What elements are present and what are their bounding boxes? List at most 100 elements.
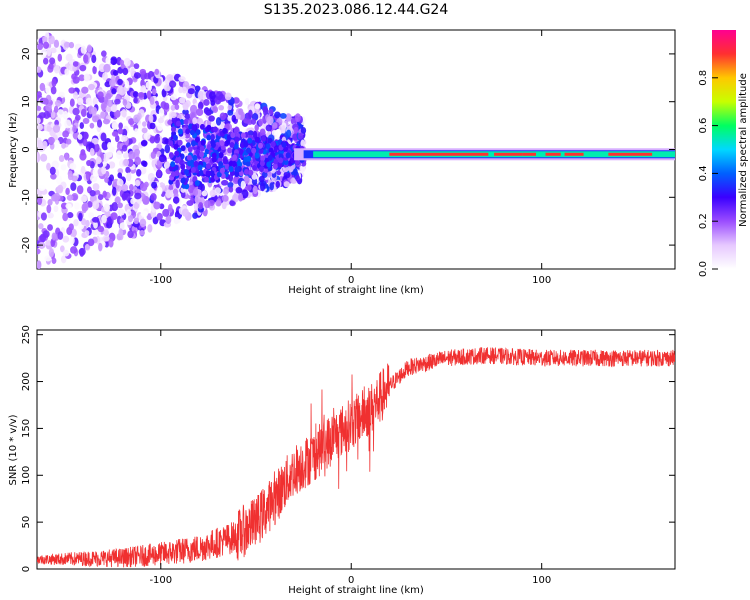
spectrogram-cell [154,134,161,144]
spectrogram-cell [88,83,95,91]
spectrogram-cell [260,182,266,192]
spectrogram-cell [251,147,257,154]
spectrogram-cell [50,111,56,119]
spectrogram-cell [248,169,254,176]
spectrogram-cell [139,68,146,75]
spectrogram-cell [170,111,177,119]
chart-title: S135.2023.086.12.44.G24 [264,2,449,18]
spectrogram-cell [224,163,230,170]
spectrogram-cell [93,143,100,153]
spectrogram-cell [149,136,156,144]
spectrogram-cell [101,214,107,224]
spectrogram-cell [62,110,69,120]
spectrogram-cell [252,164,258,171]
spectrogram-cell [118,228,124,237]
spectrogram-cell [237,161,243,168]
spectrogram-cell [105,56,111,65]
spectrogram-cell [126,172,132,182]
colorbar-tick-label: 0.8 [698,70,709,86]
spectrogram-cell [149,122,156,130]
spectrogram-cell [38,112,46,119]
spectrogram-cell [247,130,254,136]
spectrogram-cell [269,182,274,191]
spectrogram-cell [200,183,205,192]
spectrogram-cell [189,129,195,136]
spectrogram-cell [166,74,174,81]
spectrogram-cell [103,230,110,237]
spectrogram-cell [212,126,218,133]
spectrogram-cell [109,174,115,182]
x-tick-label: 0 [348,275,354,286]
spectrogram-cell [136,168,142,177]
spectrogram-cell [158,154,167,163]
spectrogram-cell [258,118,264,127]
spectrogram-cell [108,227,115,235]
spectrogram-cell [69,236,75,245]
colorbar-tick-label: 0.6 [698,118,709,134]
spectrogram-cell [108,238,114,248]
spectrogram-cell [54,99,62,107]
spectrogram-cell [68,87,76,94]
spectrogram-cell [46,47,52,57]
spectrogram-cell [67,173,74,181]
spectrogram-cell [145,81,152,89]
spectrogram-cell [286,129,292,138]
spectrogram-cell [164,161,170,169]
spectrogram-cell [76,185,84,195]
spectrogram-cell [114,98,121,105]
spectrogram-cell [102,160,107,168]
spectrogram-cell [183,118,189,125]
spectrogram-cell [157,117,164,124]
spectrogram-cell [102,72,108,81]
spectrogram-cell [134,192,142,200]
spectrogram-cell [164,144,171,154]
spectrogram-cell [270,141,276,148]
spectrogram-cell [100,111,105,119]
spectrogram-cell [89,189,96,197]
spectrogram-cell [190,167,196,174]
spectrogram-cell [122,152,129,159]
spectrogram-cell [58,91,65,99]
spectrogram-cell [170,93,177,101]
spectrogram-cell [119,222,127,231]
spectrogram-cell [279,113,287,119]
spectrogram-cell [81,86,89,94]
spectrogram-cell [204,176,210,183]
spectrogram-cell [143,132,151,140]
spectrogram-cell [175,179,180,189]
spectrogram-cell [214,187,222,194]
spectrogram-cell [170,104,176,111]
spectrogram-cell [46,125,52,132]
spectrogram-cell [238,108,244,116]
spectrogram-cell [275,128,281,137]
spectrogram-cell [84,243,91,251]
spectrogram-cell [68,223,74,231]
spectrogram-cell [142,121,147,127]
spectrogram-cell [37,139,43,149]
y-tick-label: 250 [21,325,32,344]
spectrogram-cell [285,152,291,159]
spectrogram-cell [50,173,57,180]
spectrogram-cell [295,175,301,182]
spectrogram-cell [101,166,107,175]
spectrogram-cell [45,85,51,94]
spectrogram-cell [187,185,195,194]
x-tick-label: 0 [348,575,354,586]
spectrogram-cell [222,127,228,134]
spectrogram-cell [86,159,92,167]
spectrogram-cell [51,257,57,264]
spectrogram-cell [128,118,135,125]
spectrogram-cell [117,128,124,135]
spectrogram-cell [42,36,48,43]
spectrogram-cell [40,212,47,221]
spectrogram-cell [285,113,292,122]
spectrogram-cell [251,173,257,180]
spectrogram-cell [140,210,149,218]
spectrogram-cell [107,216,112,226]
y-tick-label: 0 [21,146,32,152]
spectrogram-cell [221,194,229,202]
x-tick-label: 100 [532,575,551,586]
spectrogram-cell [282,166,289,173]
spectrogram-cell [150,151,156,159]
spectrogram-cell [72,107,80,116]
